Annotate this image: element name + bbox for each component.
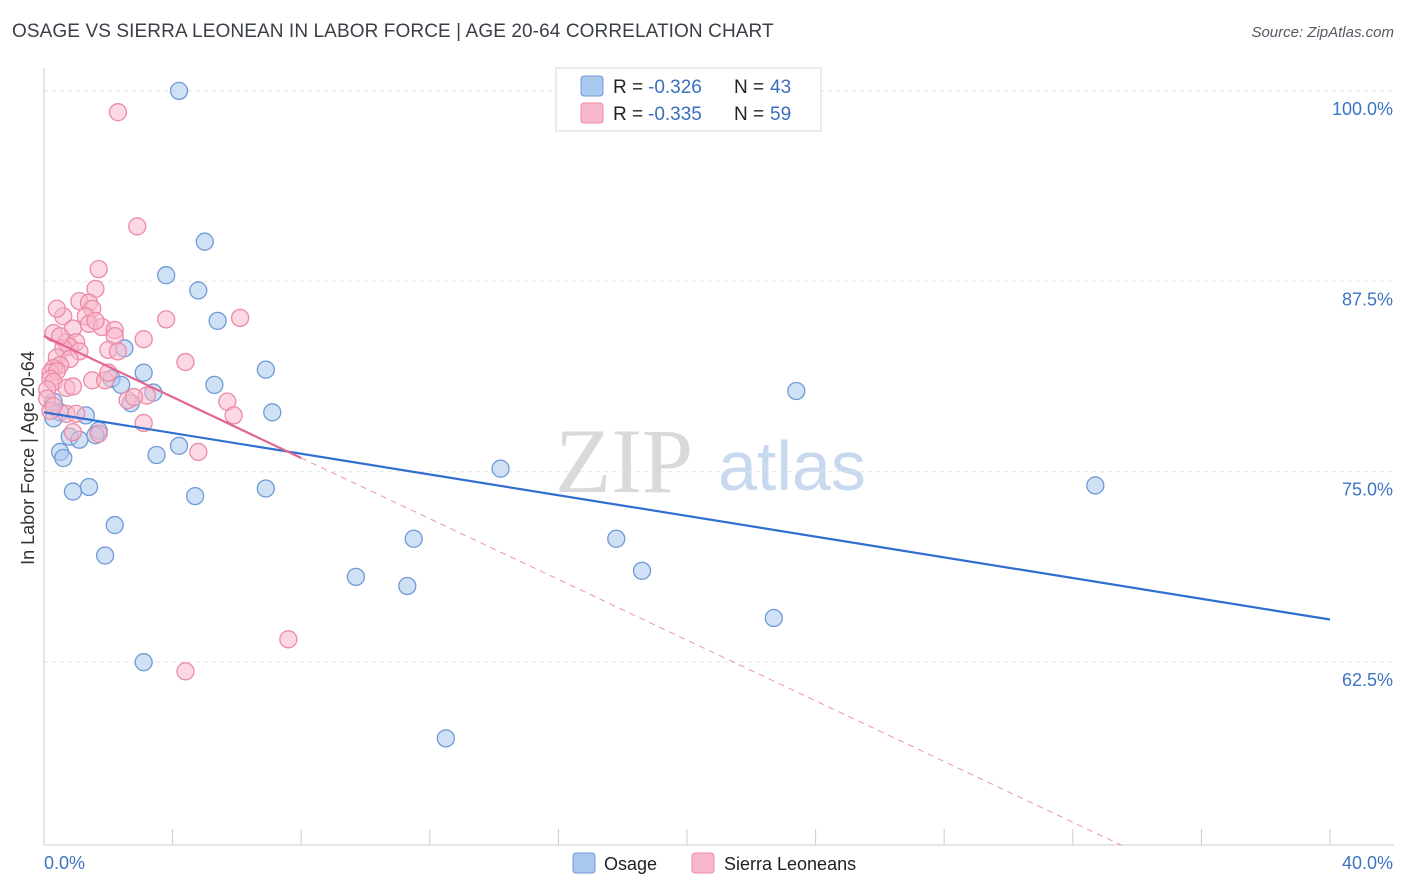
sierra-point — [89, 259, 108, 279]
sierra-point — [108, 103, 128, 122]
osage-point — [134, 653, 153, 672]
osage-point — [787, 381, 806, 401]
sierra-point — [89, 424, 108, 443]
legend-swatch-sierra — [580, 102, 604, 124]
sierra-points — [38, 103, 298, 681]
sierra-point — [67, 404, 86, 423]
watermark-zip: ZIP — [555, 410, 693, 512]
sierra-trend-line — [43, 335, 302, 460]
y-tick-label: 62.5% — [1342, 670, 1393, 690]
series-legend: Osage Sierra Leoneans — [572, 852, 856, 874]
sierra-point — [86, 311, 105, 331]
sierra-point — [176, 662, 195, 681]
axes — [43, 68, 1394, 846]
osage-point — [54, 448, 73, 468]
osage-point — [208, 311, 227, 331]
osage-point — [63, 482, 83, 501]
chart-title: OSAGE VS SIERRA LEONEAN IN LABOR FORCE |… — [12, 21, 774, 42]
osage-point — [195, 232, 214, 251]
bottom-legend-label-osage: Osage — [604, 854, 657, 874]
osage-point — [436, 729, 456, 748]
osage-point — [632, 561, 652, 580]
sierra-point — [279, 630, 298, 649]
y-tick-labels: 62.5% 75.0% 87.5% 100.0% — [1332, 99, 1393, 690]
y-tick-label: 100.0% — [1332, 99, 1393, 119]
legend-r-value-osage: -0.326 — [648, 77, 702, 98]
bottom-legend-swatch-osage — [572, 852, 596, 874]
sierra-point — [230, 308, 250, 328]
osage-point — [346, 567, 366, 587]
x-tick-label-max: 40.0% — [1342, 853, 1393, 873]
osage-points — [44, 81, 1105, 748]
osage-trend-line — [43, 411, 1331, 621]
legend-n-value-osage: 43 — [770, 77, 791, 98]
osage-point — [404, 529, 423, 548]
sierra-point — [128, 217, 147, 236]
osage-point — [398, 576, 417, 596]
x-tick-marks — [43, 829, 1331, 845]
gridlines — [44, 90, 1394, 663]
osage-point — [112, 375, 131, 395]
sierra-point — [176, 352, 195, 372]
osage-point — [169, 81, 189, 101]
legend-n-label-sierra: N = — [734, 104, 764, 125]
osage-point — [157, 266, 176, 285]
osage-point — [607, 529, 626, 548]
sierra-point — [124, 387, 144, 407]
osage-point — [1086, 476, 1105, 495]
osage-point — [189, 281, 208, 300]
sierra-point — [63, 422, 83, 442]
sierra-point — [224, 406, 243, 425]
osage-point — [764, 608, 783, 628]
bottom-legend-swatch-sierra — [691, 852, 715, 874]
legend-swatch-osage — [580, 75, 604, 97]
osage-point — [205, 375, 224, 395]
osage-point — [256, 479, 275, 498]
osage-point — [105, 515, 124, 535]
osage-point — [185, 486, 205, 506]
trend-lines — [43, 335, 1331, 846]
y-tick-label: 75.0% — [1342, 480, 1393, 500]
legend-r-value-sierra: -0.335 — [648, 104, 702, 125]
source-credit: Source: ZipAtlas.com — [1251, 24, 1394, 41]
legend-n-label-osage: N = — [734, 77, 764, 98]
osage-point — [256, 360, 275, 379]
osage-point — [95, 546, 115, 565]
legend-n-value-sierra: 59 — [770, 104, 791, 125]
sierra-point — [47, 299, 67, 318]
sierra-point — [134, 330, 153, 349]
y-tick-label: 87.5% — [1342, 289, 1393, 309]
sierra-point — [189, 442, 208, 462]
sierra-point — [63, 377, 83, 396]
osage-point — [491, 459, 510, 478]
sierra-point — [108, 342, 128, 361]
sierra-point — [157, 310, 176, 329]
osage-point — [134, 363, 153, 382]
osage-point — [169, 436, 189, 455]
correlation-legend: R = -0.326 N = 43 R = -0.335 N = 59 — [555, 67, 822, 132]
watermark-atlas: atlas — [718, 427, 866, 505]
bottom-legend-label-sierra: Sierra Leoneans — [724, 854, 856, 874]
sierra-trend-extension — [300, 457, 1122, 846]
legend-r-label-sierra: R = — [613, 104, 643, 125]
osage-point — [263, 403, 282, 422]
osage-point — [79, 477, 99, 497]
osage-point — [147, 445, 166, 465]
legend-r-label-osage: R = — [613, 77, 643, 98]
x-tick-label-min: 0.0% — [44, 853, 85, 873]
y-axis-label: In Labor Force | Age 20-64 — [18, 351, 38, 565]
